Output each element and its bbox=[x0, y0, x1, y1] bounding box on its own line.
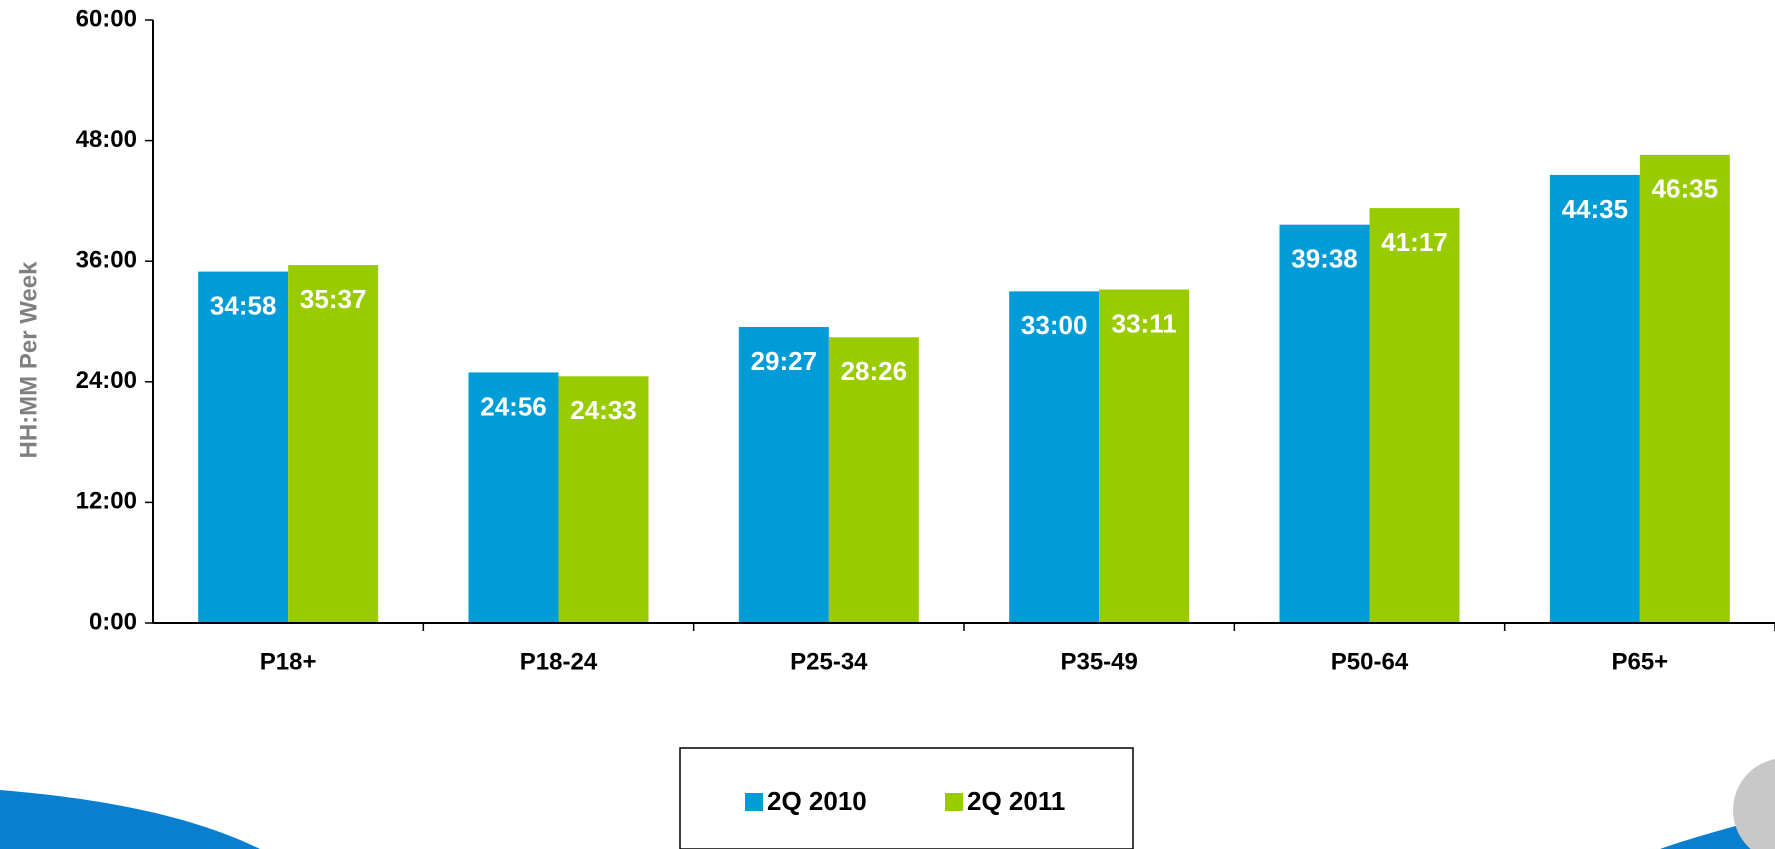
decor-swoosh bbox=[0, 790, 260, 849]
bar bbox=[1279, 224, 1370, 623]
bar bbox=[1369, 208, 1460, 623]
x-tick-label: P18+ bbox=[260, 648, 317, 675]
y-tick-label: 24:00 bbox=[76, 367, 137, 394]
data-label: 44:35 bbox=[1562, 194, 1629, 224]
y-tick-label: 60:00 bbox=[76, 5, 137, 32]
y-axis-label: HH:MM Per Week bbox=[15, 261, 42, 459]
data-label: 34:58 bbox=[210, 290, 277, 320]
data-label: 39:38 bbox=[1291, 244, 1358, 274]
data-label: 35:37 bbox=[300, 284, 367, 314]
bar bbox=[1549, 174, 1640, 623]
y-tick-label: 36:00 bbox=[76, 247, 137, 274]
y-tick-label: 0:00 bbox=[89, 608, 137, 635]
bar bbox=[288, 265, 379, 623]
x-tick-label: P35-49 bbox=[1060, 648, 1137, 675]
bar bbox=[558, 376, 649, 623]
bar bbox=[198, 271, 289, 623]
data-label: 33:00 bbox=[1021, 310, 1088, 340]
bar bbox=[468, 372, 559, 623]
legend-swatch bbox=[945, 793, 963, 811]
x-tick-label: P50-64 bbox=[1331, 648, 1409, 675]
legend-label: 2Q 2011 bbox=[967, 786, 1065, 816]
data-label: 28:26 bbox=[841, 356, 908, 386]
data-label: 46:35 bbox=[1652, 174, 1719, 204]
data-label: 24:33 bbox=[570, 395, 637, 425]
bar bbox=[1639, 154, 1730, 623]
data-label: 24:56 bbox=[480, 391, 547, 421]
bar bbox=[1009, 291, 1100, 623]
y-tick-label: 48:00 bbox=[76, 126, 137, 153]
y-tick-label: 12:00 bbox=[76, 488, 137, 515]
x-tick-label: P25-34 bbox=[790, 648, 868, 675]
data-label: 33:11 bbox=[1112, 308, 1177, 338]
legend-label: 2Q 2010 bbox=[767, 786, 867, 816]
bar bbox=[828, 337, 919, 623]
x-tick-label: P18-24 bbox=[520, 648, 598, 675]
decor-circle bbox=[1733, 758, 1775, 849]
legend-swatch bbox=[745, 793, 763, 811]
bar bbox=[1099, 289, 1190, 623]
x-tick-label: P65+ bbox=[1611, 648, 1668, 675]
bar bbox=[738, 327, 829, 623]
data-label: 41:17 bbox=[1381, 227, 1448, 257]
data-label: 29:27 bbox=[751, 346, 818, 376]
